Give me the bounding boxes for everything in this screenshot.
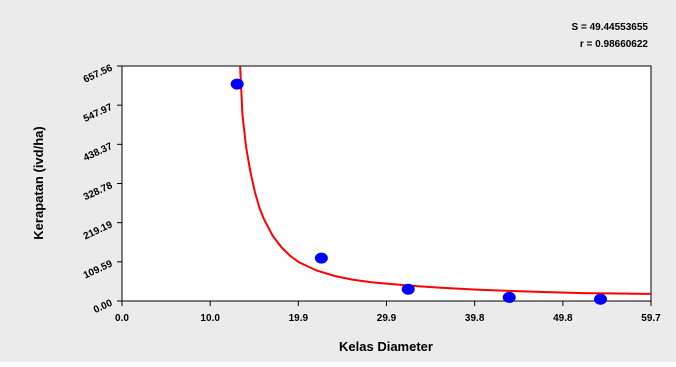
x-tick-label: 59.7: [641, 313, 661, 324]
y-tick-label: 657.56: [82, 63, 115, 86]
y-tick-label: 547.97: [82, 102, 115, 125]
fit-curve-layer: [239, 66, 651, 295]
data-point: [502, 291, 516, 303]
data-point: [593, 293, 607, 305]
points-layer: [230, 78, 607, 305]
y-axis-ticks: 0.00 109.59 219.19 328.78 438.37 547.97 657.56: [82, 63, 122, 316]
data-point: [314, 252, 328, 264]
x-tick-label: 0.0: [115, 313, 129, 324]
y-tick-label: 438.37: [82, 141, 115, 164]
y-tick-label: 109.59: [82, 258, 115, 281]
x-tick-label: 39.8: [465, 313, 485, 324]
stat-s-label: S = 49.44553655: [572, 22, 649, 33]
plot-area: [121, 65, 652, 302]
x-tick-label: 49.8: [553, 313, 573, 324]
x-axis-ticks: 0.0 10.0 19.9 29.9 39.8 49.8 59.7: [115, 301, 661, 324]
y-axis-label: Kerapatan (ivd/ha): [31, 126, 46, 239]
x-tick-label: 19.9: [289, 313, 309, 324]
y-tick-label: 219.19: [82, 219, 115, 242]
data-point: [401, 283, 415, 295]
y-tick-label: 0.00: [92, 298, 115, 316]
x-tick-label: 10.0: [200, 313, 220, 324]
data-point: [230, 78, 244, 90]
fit-curve-line: [239, 66, 651, 295]
stat-r-label: r = 0.98660622: [580, 39, 649, 50]
x-tick-label: 29.9: [377, 313, 397, 324]
x-axis-label: Kelas Diameter: [339, 339, 433, 354]
y-tick-label: 328.78: [82, 180, 115, 203]
